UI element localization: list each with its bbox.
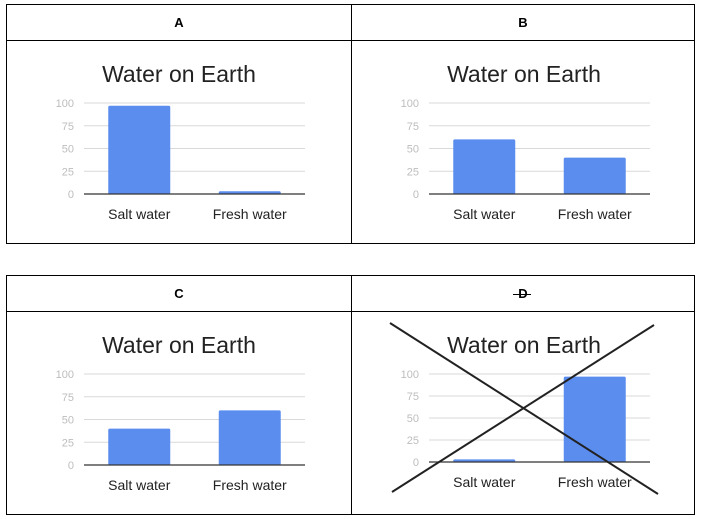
y-tick-label: 100 [56,369,74,381]
panel-b-header: B [352,5,694,41]
y-tick-label: 50 [62,144,74,156]
bar [108,105,171,194]
bar [108,428,171,465]
bar [218,410,281,465]
panel-c-label: C [174,286,184,301]
chart-title: Water on Earth [447,332,601,358]
y-tick-label: 100 [401,98,419,110]
y-tick-label: 50 [62,415,74,427]
x-category-label: Fresh water [558,474,632,490]
top-answer-table: A B Water on Earth 0 25 50 75 100 Salt water Fr… [6,4,695,244]
panel-d-label: D [518,286,527,301]
cross-out-line [391,324,655,493]
y-tick-label: 25 [62,437,74,449]
panel-b-cell: Water on Earth 0 25 50 75 100 Salt water Fresh … [352,41,694,243]
x-category-label: Salt water [453,206,516,222]
y-tick-label: 50 [407,413,419,425]
y-tick-label: 75 [62,392,74,404]
column-divider [351,5,352,243]
panel-d-header: D [352,276,694,312]
panel-a-label: A [174,15,184,30]
bar [563,376,626,462]
x-category-label: Salt water [453,474,516,490]
y-tick-label: 0 [413,457,419,469]
x-category-label: Salt water [108,477,171,493]
y-tick-label: 0 [68,460,74,472]
y-tick-label: 0 [413,189,419,201]
y-tick-label: 25 [62,166,74,178]
panel-c-chart: Water on Earth 0 25 50 75 100 Salt water Fresh … [56,332,305,493]
panel-d-label-strikethrough [513,294,531,295]
bottom-answer-table: C D Water on Earth 0 25 50 75 100 Salt water Fr… [6,275,695,515]
panel-a-header: A [7,5,351,41]
y-tick-label: 100 [56,98,74,110]
panel-c-header: C [7,276,351,312]
panel-c-cell: Water on Earth 0 25 50 75 100 Salt water Fresh … [7,312,351,514]
x-category-label: Fresh water [558,206,632,222]
panel-d-chart: Water on Earth 0 25 50 75 100 Salt water Fresh … [389,322,659,495]
y-tick-label: 100 [401,369,419,381]
chart-title: Water on Earth [102,332,256,358]
panel-b-label: B [518,15,528,30]
y-tick-label: 75 [407,391,419,403]
bar [218,191,281,194]
column-divider [351,276,352,514]
x-category-label: Fresh water [213,206,287,222]
bar [453,139,516,194]
panel-a-chart: Water on Earth 0 25 50 75 100 Salt water Fresh … [56,61,305,222]
y-tick-label: 25 [407,435,419,447]
chart-title: Water on Earth [102,61,256,87]
chart-title: Water on Earth [447,61,601,87]
y-tick-label: 0 [68,189,74,201]
x-category-label: Fresh water [213,477,287,493]
x-category-label: Salt water [108,206,171,222]
panel-b-chart: Water on Earth 0 25 50 75 100 Salt water Fresh … [401,61,650,222]
bar [563,157,626,194]
y-tick-label: 75 [62,121,74,133]
y-tick-label: 25 [407,166,419,178]
bar [453,459,516,462]
y-tick-label: 75 [407,121,419,133]
panel-a-cell: Water on Earth 0 25 50 75 100 Salt water Fresh … [7,41,351,243]
y-tick-label: 50 [407,144,419,156]
panel-d-cell: Water on Earth 0 25 50 75 100 Salt water Fresh … [352,312,694,514]
